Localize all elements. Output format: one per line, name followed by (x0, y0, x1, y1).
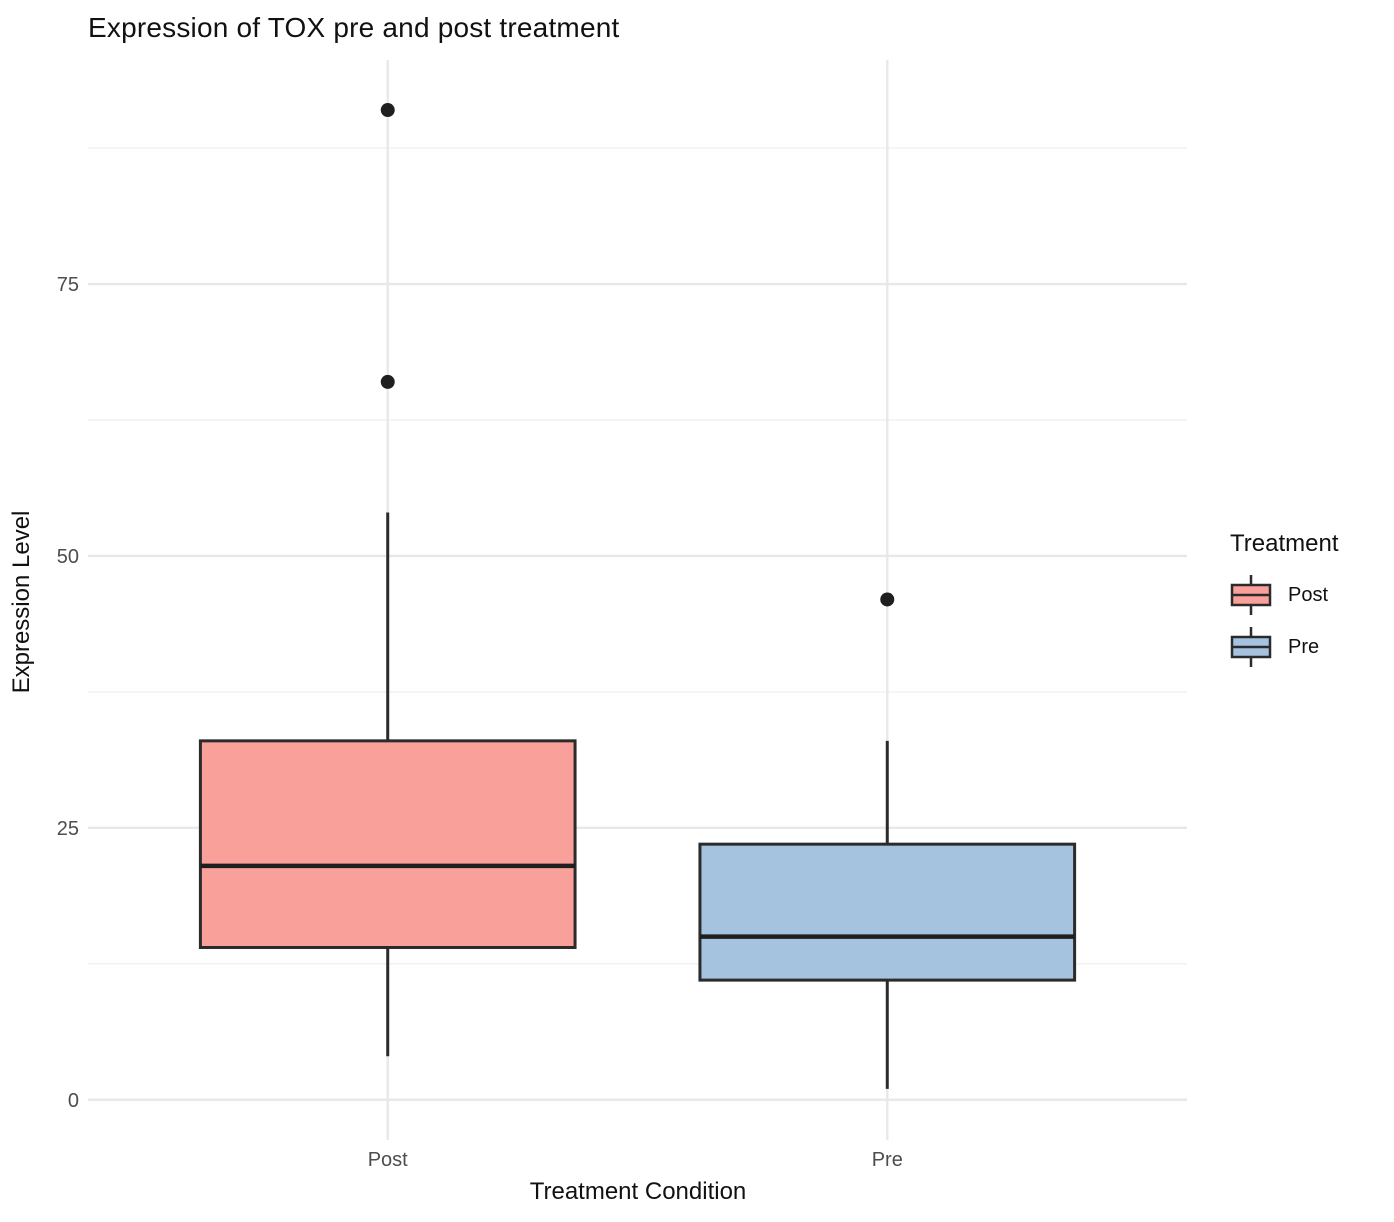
x-axis-title: Treatment Condition (529, 1178, 747, 1205)
outlier-point-pre (880, 592, 895, 607)
legend-label-pre: Pre (1288, 635, 1320, 658)
legend: Treatment Post Pre (1228, 530, 1338, 676)
legend-entry-pre: Pre (1228, 624, 1338, 670)
outlier-point-post (380, 374, 395, 389)
x-tick-label: Pre (872, 1149, 903, 1171)
legend-label-post: Post (1288, 583, 1329, 606)
legend-entry-post: Post (1228, 572, 1338, 618)
x-tick-label: Post (368, 1149, 408, 1171)
y-tick-label: 75 (57, 274, 79, 296)
y-axis-title: Expression Level (8, 510, 35, 694)
box-post (198, 739, 577, 949)
chart-title: Expression of TOX pre and post treatment (88, 12, 620, 43)
box-pre (698, 842, 1077, 982)
y-tick-label: 0 (68, 1090, 79, 1112)
y-tick-label: 25 (57, 818, 79, 840)
boxplot-key-icon (1230, 627, 1272, 667)
y-tick-label: 50 (57, 546, 79, 568)
outlier-point-post (380, 103, 395, 118)
legend-title: Treatment (1230, 530, 1339, 557)
boxplot-key-icon (1230, 575, 1272, 615)
